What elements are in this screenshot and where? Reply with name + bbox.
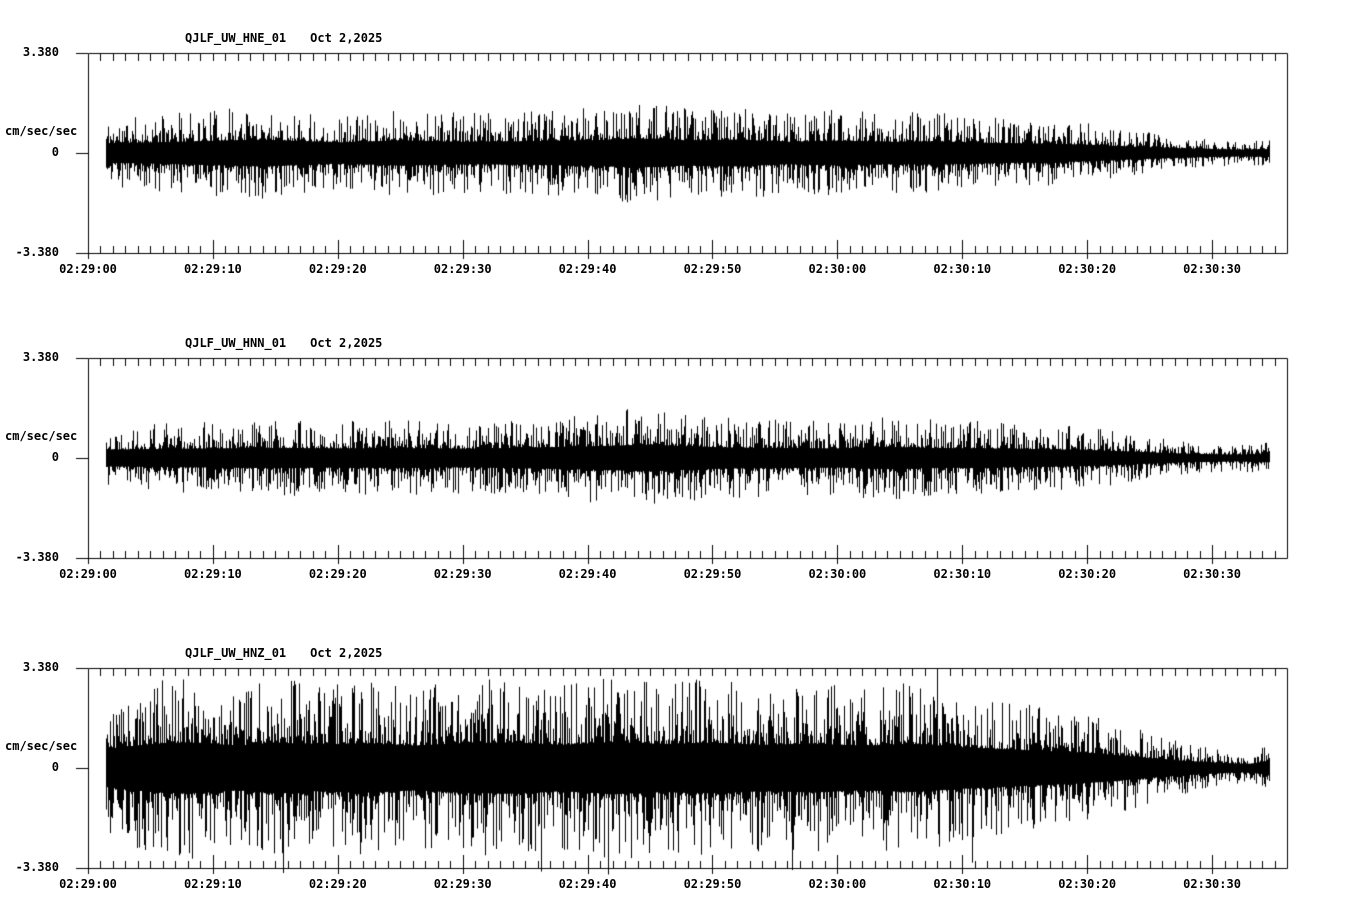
panel-title: QJLF_UW_HNZ_01 Oct 2,2025 xyxy=(185,647,382,660)
y-unit-label: cm/sec/sec xyxy=(5,429,78,443)
station-channel-label: QJLF_UW_HNE_01 xyxy=(185,31,287,45)
x-tick-label: 02:30:30 xyxy=(1183,567,1241,581)
x-tick-label: 02:30:20 xyxy=(1058,877,1117,891)
x-tick-label: 02:29:20 xyxy=(308,877,367,891)
y-unit-label: cm/sec/sec xyxy=(5,124,78,138)
y-max-label: 3.380 xyxy=(22,350,59,364)
x-tick-label: 02:29:30 xyxy=(433,877,492,891)
x-tick-label: 02:29:50 xyxy=(683,877,742,891)
x-tick-label: 02:29:40 xyxy=(558,877,617,891)
x-tick-label: 02:30:00 xyxy=(808,567,867,581)
x-tick-label: 02:29:00 xyxy=(59,877,117,891)
x-tick-label: 02:29:10 xyxy=(183,567,242,581)
x-tick-label: 02:29:00 xyxy=(59,567,117,581)
station-channel-label: QJLF_UW_HNZ_01 xyxy=(185,646,287,660)
y-max-label: 3.380 xyxy=(22,45,59,59)
date-label: Oct 2,2025 xyxy=(310,336,383,350)
x-tick-label: 02:29:10 xyxy=(183,877,242,891)
y-min-label: -3.380 xyxy=(15,860,59,874)
x-tick-label: 02:29:30 xyxy=(433,567,492,581)
x-tick-label: 02:30:00 xyxy=(808,877,867,891)
station-channel-label: QJLF_UW_HNN_01 xyxy=(185,336,287,350)
y-zero-label: 0 xyxy=(51,760,59,774)
x-tick-label: 02:29:10 xyxy=(183,262,242,276)
y-min-label: -3.380 xyxy=(15,550,59,564)
date-label: Oct 2,2025 xyxy=(310,646,383,660)
x-tick-label: 02:29:20 xyxy=(308,567,367,581)
y-zero-label: 0 xyxy=(51,145,59,159)
panel-title: QJLF_UW_HNN_01 Oct 2,2025 xyxy=(185,337,382,350)
x-tick-label: 02:30:10 xyxy=(933,877,992,891)
x-tick-label: 02:30:00 xyxy=(808,262,867,276)
panel-title: QJLF_UW_HNE_01 Oct 2,2025 xyxy=(185,32,382,45)
x-tick-label: 02:29:20 xyxy=(308,262,367,276)
y-min-label: -3.380 xyxy=(15,245,59,259)
y-zero-label: 0 xyxy=(51,450,59,464)
x-tick-label: 02:29:30 xyxy=(433,262,492,276)
x-tick-label: 02:29:40 xyxy=(558,567,617,581)
x-tick-label: 02:30:10 xyxy=(933,567,992,581)
y-max-label: 3.380 xyxy=(22,660,59,674)
x-tick-label: 02:29:50 xyxy=(683,262,742,276)
x-tick-label: 02:30:20 xyxy=(1058,567,1117,581)
x-tick-label: 02:29:50 xyxy=(683,567,742,581)
x-tick-label: 02:30:10 xyxy=(933,262,992,276)
x-tick-label: 02:29:40 xyxy=(558,262,617,276)
x-tick-label: 02:30:30 xyxy=(1183,262,1241,276)
date-label: Oct 2,2025 xyxy=(310,31,383,45)
y-unit-label: cm/sec/sec xyxy=(5,739,78,753)
x-tick-label: 02:30:20 xyxy=(1058,262,1117,276)
x-tick-label: 02:30:30 xyxy=(1183,877,1241,891)
x-tick-label: 02:29:00 xyxy=(59,262,117,276)
